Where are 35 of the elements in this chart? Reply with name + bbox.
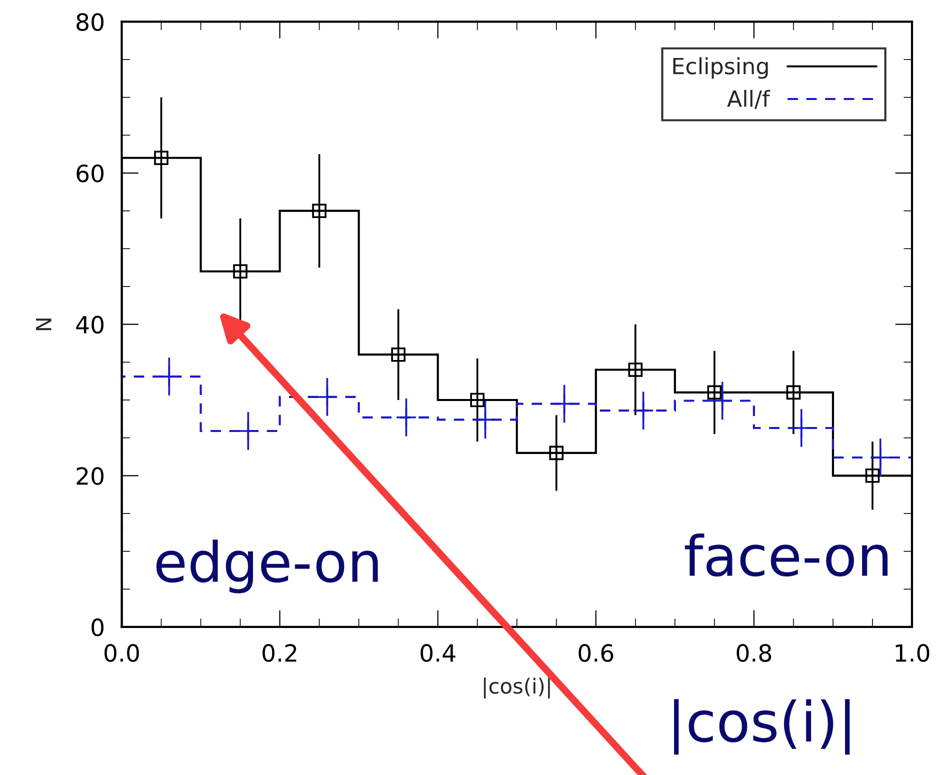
x-tick-label: 0.8 [736, 644, 772, 662]
point [549, 446, 564, 460]
x-tick-label: 0.4 [420, 644, 456, 662]
y-tick-label: 60 [76, 164, 104, 182]
point [865, 468, 880, 483]
point [391, 347, 406, 362]
point [628, 362, 643, 377]
point [786, 385, 801, 400]
point [316, 386, 338, 408]
x-tick-label: 0.6 [578, 644, 614, 662]
y-axis-title: N [36, 318, 52, 330]
point [632, 400, 654, 422]
y-tick-label: 40 [76, 316, 104, 334]
legend-label: Eclipsing [673, 57, 768, 79]
text: |cos(i)| [674, 699, 850, 755]
point [470, 392, 485, 408]
annotation: edge-on [156, 540, 378, 594]
x-tick-label: 0.0 [104, 644, 139, 662]
legend-label: All/f [727, 90, 770, 109]
point [233, 264, 248, 279]
annotation: face-on [684, 534, 888, 577]
point [870, 446, 892, 468]
point [474, 409, 496, 430]
y-tick-label: 0 [92, 618, 104, 636]
point [396, 406, 417, 428]
point [554, 393, 575, 414]
x-tick-label: 1.0 [896, 644, 930, 662]
point [707, 385, 722, 400]
y-tick-label: 20 [76, 467, 104, 485]
point [154, 150, 168, 166]
y-tick-label: 80 [76, 13, 104, 32]
x-tick-label: 0.2 [262, 644, 296, 662]
point [712, 390, 733, 412]
x-axis-title: |cos(i)| [484, 678, 550, 698]
point [312, 204, 326, 218]
